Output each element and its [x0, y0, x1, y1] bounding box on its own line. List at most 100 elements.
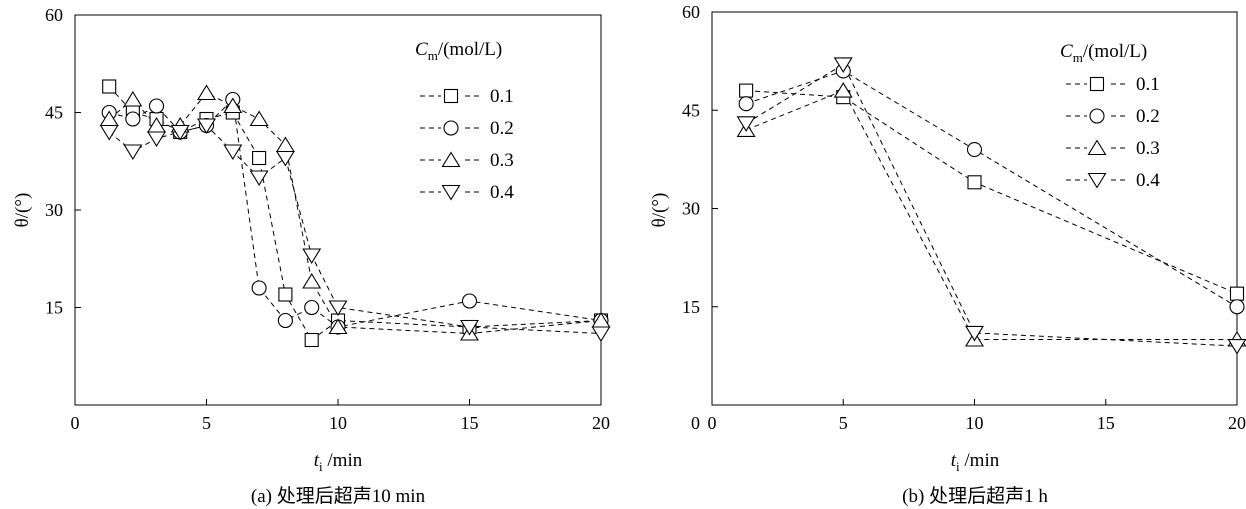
legend-title: Cm/(mol/L) [1060, 41, 1147, 65]
data-point-0.1 [1229, 286, 1245, 301]
data-point-0.4 [833, 57, 853, 73]
data-point-0.4 [591, 326, 611, 343]
data-point-0.4 [223, 144, 243, 161]
data-point-0.3 [328, 318, 348, 335]
data-point-0.1 [252, 150, 267, 166]
y-tick-label: 30 [682, 199, 700, 219]
x-axis-label-var: t [314, 450, 320, 471]
series-line-0.4 [745, 63, 1238, 347]
axis-ticks: 0 5 10 15 20 15 30 45 60 0 [682, 2, 1246, 433]
legend-label-0.4: 0.4 [490, 182, 514, 203]
data-point-0.2 [461, 293, 478, 309]
x-axis-label-var: t [951, 450, 957, 471]
x-tick-label: 0 [71, 413, 80, 433]
origin-label: 0 [691, 413, 700, 433]
legend-marker-0.2 [1089, 108, 1105, 124]
legend-marker-0.1 [443, 88, 459, 104]
legend-label-0.1: 0.1 [1136, 74, 1160, 95]
legend-label-0.3: 0.3 [1136, 138, 1160, 159]
series-line-0.4 [108, 124, 602, 334]
panel-caption: (a) 处理后超声10 min [251, 485, 426, 507]
x-tick-label: 5 [202, 413, 211, 433]
y-tick-label: 15 [45, 298, 63, 318]
data-point-0.2 [251, 280, 267, 296]
data-point-0.2 [148, 98, 165, 114]
data-point-0.4 [123, 144, 143, 161]
data-point-0.4 [275, 150, 295, 167]
data-point-0.4 [460, 319, 479, 336]
legend: Cm/(mol/L) 0.1 0.2 0.3 0.4 [415, 39, 514, 203]
legend-marker-0.3 [1087, 139, 1107, 156]
x-tick-label: 15 [1097, 413, 1115, 433]
x-tick-label: 20 [1228, 413, 1246, 433]
legend-marker-0.4 [441, 184, 461, 201]
x-axis-label-unit: /min [960, 450, 1000, 471]
series-line-0.3 [745, 89, 1237, 340]
data-point-0.2 [738, 96, 754, 112]
y-tick-label: 45 [682, 100, 700, 120]
x-tick-label: 0 [708, 413, 717, 433]
x-axis-label-sub: i [956, 459, 960, 474]
legend-marker-0.4 [1087, 172, 1107, 189]
chart-panel-b: 0 5 10 15 20 15 30 45 60 0 Cm/(mol/L) 0.1 0.2 0.3 0.4… [649, 2, 1246, 507]
legend-marker-0.2 [443, 120, 459, 136]
x-tick-label: 20 [592, 413, 610, 433]
x-tick-label: 5 [839, 413, 848, 433]
legend-marker-0.3 [441, 151, 461, 168]
series-line-0.1 [746, 90, 1238, 295]
x-axis-label: ti /min [314, 450, 363, 474]
plot-frame [74, 14, 602, 406]
y-tick-label: 60 [682, 2, 700, 22]
data-point-0.1 [739, 83, 754, 98]
data-point-0.3 [833, 82, 853, 98]
data-point-0.3 [223, 97, 243, 114]
x-tick-label: 10 [966, 413, 984, 433]
data-point-0.4 [328, 300, 348, 317]
legend: Cm/(mol/L) 0.1 0.2 0.3 0.4 [1060, 41, 1160, 191]
data-point-0.1 [278, 287, 293, 302]
data-point-0.4 [249, 170, 269, 187]
series-layer [736, 57, 1246, 355]
data-point-0.4 [170, 124, 190, 141]
data-point-0.4 [197, 118, 216, 135]
x-tick-label: 15 [461, 413, 479, 433]
data-point-0.1 [304, 332, 319, 348]
series-line-0.3 [108, 92, 602, 335]
legend-label-0.2: 0.2 [490, 118, 514, 139]
x-axis-label-sub: i [319, 459, 323, 474]
data-point-0.4 [302, 248, 322, 265]
data-point-0.4 [147, 131, 167, 148]
series-layer [99, 79, 611, 348]
data-point-0.3 [197, 84, 216, 101]
legend-label-0.4: 0.4 [1136, 170, 1160, 191]
data-point-0.4 [736, 116, 756, 132]
data-point-0.4 [1227, 338, 1246, 355]
data-point-0.1 [102, 79, 117, 94]
data-point-0.2 [277, 312, 293, 329]
series-line-0.2 [745, 70, 1238, 308]
data-point-0.3 [302, 272, 322, 289]
y-tick-label: 60 [45, 5, 63, 25]
y-tick-label: 30 [45, 200, 63, 220]
data-point-0.2 [304, 299, 320, 316]
legend-label-0.1: 0.1 [490, 86, 514, 107]
x-axis-label-unit: /min [323, 450, 363, 471]
data-point-0.3 [123, 90, 143, 107]
data-point-0.2 [125, 111, 141, 127]
axis-ticks: 0 5 10 15 20 15 30 45 60 [45, 5, 610, 433]
y-axis-label: θ/(°) [649, 193, 670, 228]
data-point-0.4 [965, 325, 984, 342]
x-tick-label: 10 [329, 413, 347, 433]
x-axis-label: ti /min [951, 450, 1000, 474]
legend-marker-0.1 [1089, 76, 1105, 92]
legend-title: Cm/(mol/L) [415, 39, 502, 63]
legend-label-0.2: 0.2 [1136, 106, 1160, 127]
legend-label-0.3: 0.3 [490, 150, 514, 171]
panel-caption: (b) 处理后超声1 h [902, 485, 1048, 507]
y-tick-label: 45 [45, 103, 63, 123]
data-point-0.4 [99, 124, 119, 141]
data-point-0.2 [966, 142, 983, 158]
data-point-0.3 [249, 110, 269, 127]
